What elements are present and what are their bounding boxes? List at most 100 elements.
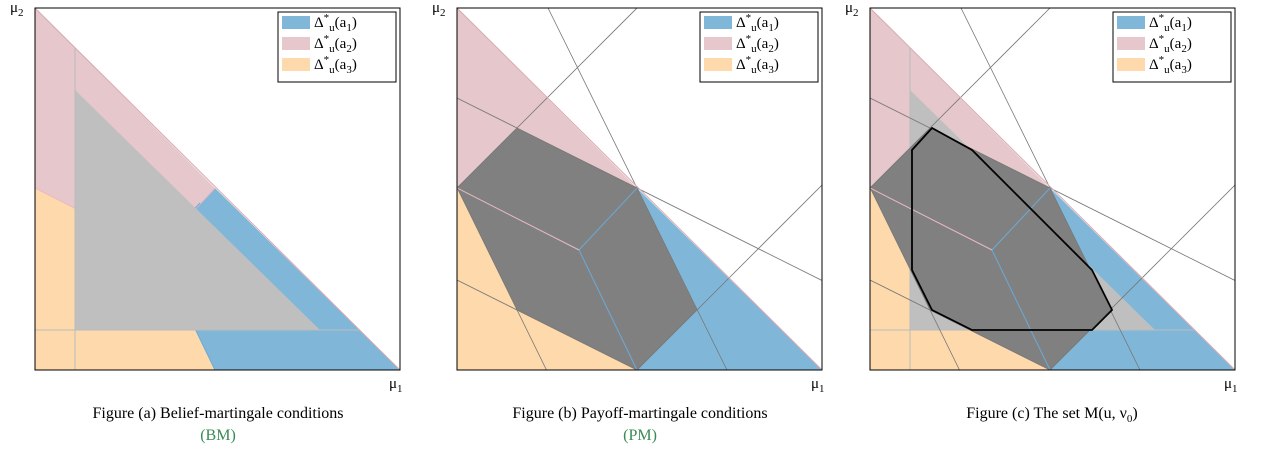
text-segment: 2 (440, 7, 446, 19)
text-segment: 1 (819, 383, 825, 395)
text-segment: (a (757, 36, 769, 52)
text-segment: 3 (768, 64, 774, 76)
pm-line (870, 186, 960, 370)
text-segment: (a (335, 15, 347, 31)
text-segment: μ (1224, 376, 1232, 392)
hypotenuse (457, 8, 822, 370)
m-set (911, 126, 1114, 331)
x-axis-label: μ1 (811, 376, 825, 395)
text-segment: Δ (736, 57, 746, 73)
y-axis-label: μ2 (10, 0, 24, 19)
axes-box (34, 7, 401, 371)
text-segment: ) (774, 36, 779, 52)
legend-swatch (704, 58, 732, 71)
text-segment: Figure (b) Payoff-martingale conditions (512, 405, 767, 422)
caption: Figure (a) Belief-martingale conditions (92, 405, 343, 422)
text-segment: 3 (1181, 64, 1187, 76)
text-segment: 1 (768, 22, 774, 34)
text-segment: ) (1187, 57, 1192, 73)
pm-line (457, 279, 638, 370)
text-segment: (a (1170, 15, 1182, 31)
boundary (991, 249, 1051, 370)
text-segment: u (751, 64, 757, 76)
text-segment: * (324, 12, 330, 24)
axes-box (869, 7, 1236, 371)
text-segment: Δ (1149, 36, 1159, 52)
text-segment: ) (1132, 405, 1137, 422)
text-segment: u (1164, 22, 1170, 34)
text-segment: μ (432, 0, 440, 16)
text-segment: (a (335, 36, 347, 52)
legend-label: Δ*u(a2) (736, 33, 779, 55)
axes-box (456, 7, 823, 371)
text-segment: 2 (346, 43, 352, 55)
legend-swatch (282, 58, 310, 71)
legend-label: Δ*u(a3) (736, 54, 779, 76)
text-segment: u (329, 22, 335, 34)
text-segment: * (746, 33, 752, 45)
hypotenuse (35, 8, 400, 370)
caption: Figure (c) The set M(u, ν0) (966, 405, 1138, 425)
pm-line (457, 186, 547, 370)
text-segment: Δ (1149, 15, 1159, 31)
text-segment: u (1164, 64, 1170, 76)
text-segment: (a (757, 15, 769, 31)
text-segment: Figure (c) The set M(u, ν (966, 405, 1127, 422)
text-segment: Δ (314, 36, 324, 52)
legend-label: Δ*u(a2) (314, 33, 357, 55)
legend-swatch (1117, 16, 1145, 29)
pm-line (870, 8, 1051, 189)
legend-swatch (1117, 58, 1145, 71)
plot-area (457, 8, 822, 370)
caption: (PM) (623, 427, 657, 444)
text-segment: 0 (1127, 413, 1133, 425)
text-segment: u (751, 43, 757, 55)
text-segment: (BM) (200, 427, 236, 444)
text-segment: Δ (314, 57, 324, 73)
text-segment: u (751, 22, 757, 34)
text-segment: ) (1187, 15, 1192, 31)
text-segment: 2 (18, 7, 24, 19)
x-axis-label: μ1 (389, 376, 403, 395)
pm-line (457, 8, 638, 189)
legend-label: Δ*u(a3) (314, 54, 357, 76)
legend-swatch (282, 16, 310, 29)
text-segment: 2 (853, 7, 859, 19)
y-axis-label: μ2 (432, 0, 446, 19)
text-segment: ) (774, 57, 779, 73)
boundary (870, 187, 993, 251)
text-segment: * (324, 33, 330, 45)
text-segment: (PM) (623, 427, 657, 444)
pm-line (636, 184, 822, 370)
caption: Figure (b) Payoff-martingale conditions (512, 405, 767, 422)
text-segment: 2 (768, 43, 774, 55)
text-segment: 3 (346, 64, 352, 76)
text-segment: u (329, 43, 335, 55)
legend-label: Δ*u(a1) (314, 12, 357, 34)
caption: (BM) (200, 427, 236, 444)
text-segment: 1 (1232, 383, 1238, 395)
boundary (578, 249, 638, 370)
text-segment: ) (352, 15, 357, 31)
text-segment: (a (1170, 36, 1182, 52)
text-segment: Δ (736, 36, 746, 52)
legend-label: Δ*u(a2) (1149, 33, 1192, 55)
legend-label: Δ*u(a1) (1149, 12, 1192, 34)
legend-swatch (282, 37, 310, 50)
text-segment: μ (845, 0, 853, 16)
text-segment: 1 (1181, 22, 1187, 34)
text-segment: * (746, 54, 752, 66)
text-segment: * (1159, 12, 1165, 24)
text-segment: 2 (1181, 43, 1187, 55)
plot-area (35, 8, 400, 370)
pm-line (1049, 184, 1235, 370)
text-segment: ) (352, 36, 357, 52)
legend-label: Δ*u(a3) (1149, 54, 1192, 76)
boundary (578, 187, 638, 251)
hypotenuse (870, 8, 1235, 370)
text-segment: ) (352, 57, 357, 73)
